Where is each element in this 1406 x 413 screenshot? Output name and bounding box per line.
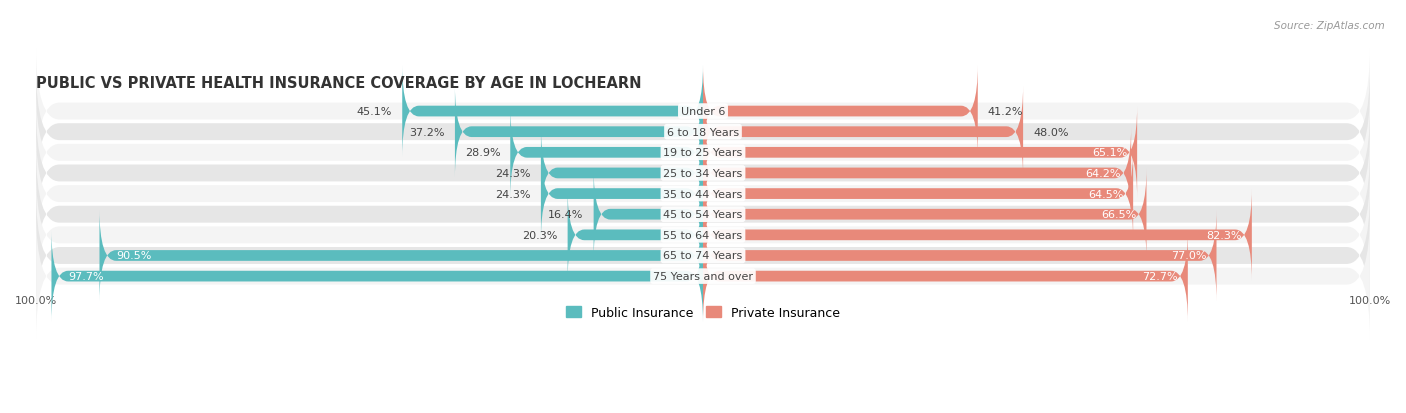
FancyBboxPatch shape (541, 128, 703, 220)
Text: 19 to 25 Years: 19 to 25 Years (664, 148, 742, 158)
FancyBboxPatch shape (37, 48, 1369, 176)
Text: 65.1%: 65.1% (1092, 148, 1128, 158)
FancyBboxPatch shape (37, 192, 1369, 320)
FancyBboxPatch shape (37, 213, 1369, 340)
FancyBboxPatch shape (703, 86, 1024, 178)
Text: 6 to 18 Years: 6 to 18 Years (666, 127, 740, 138)
Text: 25 to 34 Years: 25 to 34 Years (664, 169, 742, 178)
Text: 45 to 54 Years: 45 to 54 Years (664, 210, 742, 220)
FancyBboxPatch shape (510, 107, 703, 199)
FancyBboxPatch shape (703, 210, 1216, 302)
Legend: Public Insurance, Private Insurance: Public Insurance, Private Insurance (561, 301, 845, 324)
Text: 20.3%: 20.3% (522, 230, 558, 240)
Text: 97.7%: 97.7% (67, 271, 104, 281)
FancyBboxPatch shape (52, 230, 703, 323)
Text: 75 Years and over: 75 Years and over (652, 271, 754, 281)
Text: 64.5%: 64.5% (1088, 189, 1123, 199)
Text: 55 to 64 Years: 55 to 64 Years (664, 230, 742, 240)
Text: 82.3%: 82.3% (1206, 230, 1241, 240)
FancyBboxPatch shape (37, 172, 1369, 299)
FancyBboxPatch shape (37, 89, 1369, 216)
Text: Under 6: Under 6 (681, 107, 725, 117)
Text: 35 to 44 Years: 35 to 44 Years (664, 189, 742, 199)
FancyBboxPatch shape (703, 128, 1132, 220)
Text: 28.9%: 28.9% (464, 148, 501, 158)
Text: 77.0%: 77.0% (1171, 251, 1206, 261)
Text: 41.2%: 41.2% (988, 107, 1024, 117)
Text: 64.2%: 64.2% (1085, 169, 1121, 178)
FancyBboxPatch shape (541, 148, 703, 240)
Text: 37.2%: 37.2% (409, 127, 444, 138)
Text: 24.3%: 24.3% (495, 169, 531, 178)
FancyBboxPatch shape (703, 107, 1137, 199)
FancyBboxPatch shape (703, 189, 1251, 281)
FancyBboxPatch shape (37, 151, 1369, 278)
FancyBboxPatch shape (593, 169, 703, 261)
Text: 24.3%: 24.3% (495, 189, 531, 199)
Text: Source: ZipAtlas.com: Source: ZipAtlas.com (1274, 21, 1385, 31)
Text: 72.7%: 72.7% (1142, 271, 1178, 281)
FancyBboxPatch shape (703, 66, 977, 158)
FancyBboxPatch shape (37, 110, 1369, 237)
FancyBboxPatch shape (568, 189, 703, 281)
FancyBboxPatch shape (456, 86, 703, 178)
FancyBboxPatch shape (37, 131, 1369, 258)
Text: 90.5%: 90.5% (117, 251, 152, 261)
FancyBboxPatch shape (703, 230, 1188, 323)
Text: PUBLIC VS PRIVATE HEALTH INSURANCE COVERAGE BY AGE IN LOCHEARN: PUBLIC VS PRIVATE HEALTH INSURANCE COVER… (37, 75, 641, 90)
Text: 45.1%: 45.1% (357, 107, 392, 117)
Text: 48.0%: 48.0% (1033, 127, 1069, 138)
Text: 65 to 74 Years: 65 to 74 Years (664, 251, 742, 261)
FancyBboxPatch shape (37, 69, 1369, 196)
Text: 16.4%: 16.4% (548, 210, 583, 220)
Text: 66.5%: 66.5% (1101, 210, 1136, 220)
FancyBboxPatch shape (402, 66, 703, 158)
FancyBboxPatch shape (100, 210, 703, 302)
FancyBboxPatch shape (703, 169, 1146, 261)
FancyBboxPatch shape (703, 148, 1133, 240)
